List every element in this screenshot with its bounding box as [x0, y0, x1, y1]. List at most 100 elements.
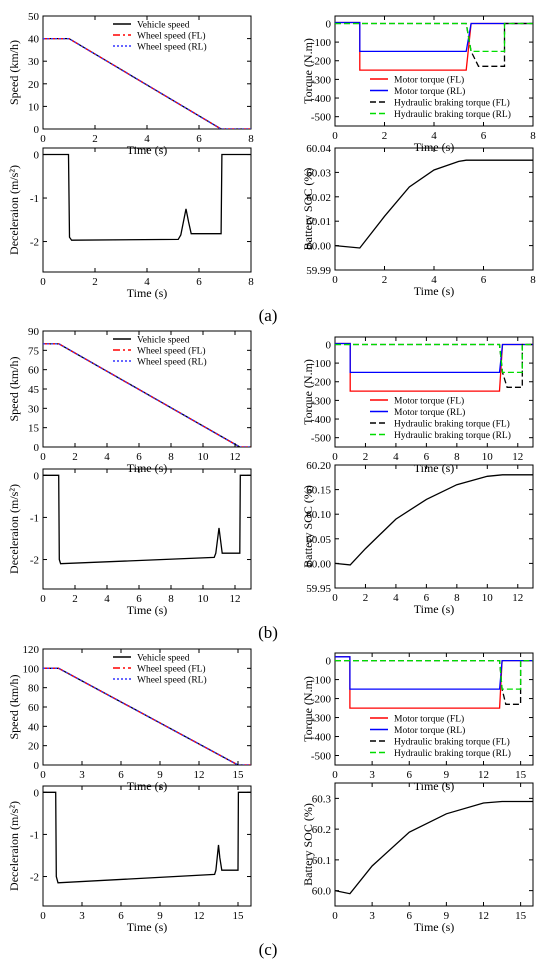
x-tick-label: 9 — [444, 910, 450, 922]
x-tick-label: 8 — [454, 451, 460, 463]
x-tick-label: 2 — [363, 592, 369, 604]
x-tick-label: 6 — [424, 451, 430, 463]
x-tick-label: 15 — [233, 769, 245, 781]
series-group — [335, 21, 533, 71]
y-tick-label: -300 — [311, 395, 332, 407]
y-tick-label: 80 — [28, 683, 40, 695]
y-tick-label: 50 — [28, 11, 40, 23]
y-tick-label: 60.3 — [312, 793, 332, 805]
y-tick-label: -100 — [311, 358, 332, 370]
series-line-hydraulic-braking-torque-fl — [335, 343, 533, 388]
x-tick-label: 0 — [332, 451, 338, 463]
y-tick-label: -500 — [311, 433, 332, 445]
y-axis-label: Battery SOC (%) — [301, 485, 315, 568]
x-tick-label: 12 — [194, 769, 205, 781]
y-tick-label: 0 — [34, 150, 40, 162]
series-group — [335, 159, 533, 249]
chart-b-speed: 0 2 4 6 8 10 12 0 15 30 45 60 75 90 Time (s) Speed (km/… — [7, 326, 252, 475]
y-tick-label: -2 — [30, 872, 39, 884]
x-tick-label: 4 — [393, 451, 399, 463]
panel-label-c: (c) — [259, 940, 278, 959]
y-axis-label: Torque (N.m) — [301, 359, 315, 425]
y-tick-label: 60.03 — [306, 167, 331, 179]
y-tick-label: 60.04 — [306, 143, 331, 155]
x-tick-label: 10 — [482, 592, 494, 604]
x-tick-label: 6 — [407, 910, 413, 922]
plot-frame — [334, 464, 534, 589]
x-tick-label: 8 — [168, 451, 174, 463]
y-tick-label: -300 — [311, 74, 332, 86]
y-tick-label: 75 — [28, 345, 40, 357]
x-tick-label: 15 — [515, 769, 527, 781]
chart-b-soc: 0 2 4 6 8 10 12 59.95 60.00 60.05 60.10 60.15 60.20 T… — [301, 460, 534, 616]
x-tick-label: 4 — [431, 130, 437, 142]
legend-label: Wheel speed (FL) — [137, 664, 206, 675]
y-tick-label: 60.05 — [306, 534, 331, 546]
chart-c-soc: 0 3 6 9 12 15 60.0 60.1 60.2 60.3 Time (s) Battery … — [301, 782, 534, 934]
x-tick-label: 0 — [332, 130, 338, 142]
x-tick-label: 6 — [196, 276, 202, 288]
x-tick-label: 8 — [530, 274, 536, 286]
y-tick-label: 20 — [28, 79, 40, 91]
x-tick-label: 0 — [40, 910, 46, 922]
x-tick-label: 6 — [481, 274, 487, 286]
y-tick-label: 15 — [28, 423, 40, 435]
series-group — [335, 656, 533, 709]
series-line-hydraulic-braking-torque-rl — [335, 343, 533, 374]
x-tick-label: 9 — [444, 769, 450, 781]
y-tick-label: -300 — [311, 713, 332, 725]
x-tick-label: 12 — [230, 593, 241, 605]
y-tick-label: 60.01 — [306, 216, 331, 228]
y-axis-label: Battery SOC (%) — [301, 803, 315, 886]
series-line-motor-torque-rl — [335, 342, 533, 374]
y-tick-label: 90 — [28, 326, 40, 338]
x-tick-label: 4 — [431, 274, 437, 286]
series-line-b-soc — [335, 474, 533, 566]
x-axis-label: Time (s) — [127, 461, 168, 475]
y-tick-label: -2 — [30, 237, 39, 249]
y-axis-label: Torque (N.m) — [301, 676, 315, 742]
legend-label: Wheel speed (RL) — [137, 42, 207, 53]
y-tick-label: 0 — [34, 442, 40, 454]
x-tick-label: 4 — [104, 593, 110, 605]
x-axis-label: Time (s) — [127, 286, 168, 300]
y-axis-label: Battery SOC (%) — [301, 168, 315, 251]
chart-c-decel: 0 3 6 9 12 15 0 -1 -2 Time (s) Deceleraion (m/s²) — [7, 785, 252, 934]
x-tick-label: 10 — [482, 451, 494, 463]
series-group — [43, 37, 251, 129]
plot-frame — [334, 652, 534, 766]
legend: Motor torque (FL)Motor torque (RL)Hydrau… — [370, 714, 511, 759]
y-tick-label: 60.0 — [312, 886, 332, 898]
legend-label: Motor torque (FL) — [394, 714, 464, 725]
legend-label: Motor torque (RL) — [394, 86, 465, 97]
series-line-c-soc — [335, 800, 533, 895]
series-group — [43, 667, 251, 765]
x-tick-label: 0 — [40, 133, 46, 145]
legend-label: Wheel speed (FL) — [137, 31, 206, 42]
legend-label: Hydraulic braking torque (RL) — [394, 109, 511, 120]
y-axis-label: Speed (km/h) — [7, 675, 21, 740]
y-axis-label: Deceleraion (m/s²) — [7, 801, 21, 891]
legend-label: Motor torque (FL) — [394, 396, 464, 407]
chart-a-torque: 0 2 4 6 8 0 -100 -200 -300 -400 -500 Time (s) Torque… — [301, 15, 536, 154]
y-tick-label: -200 — [311, 56, 332, 68]
y-tick-label: -1 — [30, 829, 39, 841]
chart-a-decel: 0 2 4 6 8 0 -1 -2 Time (s) Deceleraion (m/s²) — [7, 147, 254, 300]
y-tick-label: 120 — [23, 644, 40, 656]
x-tick-label: 15 — [515, 910, 527, 922]
y-tick-label: 60.10 — [306, 509, 331, 521]
x-tick-label: 2 — [92, 276, 98, 288]
x-tick-label: 6 — [481, 130, 487, 142]
x-tick-label: 2 — [92, 133, 98, 145]
legend-label: Motor torque (RL) — [394, 407, 465, 418]
chart-a-soc: 0 2 4 6 8 59.99 60.00 60.01 60.02 60.03 60.04 Time … — [301, 143, 536, 298]
y-tick-label: 30 — [28, 56, 40, 68]
y-tick-label: 0 — [34, 470, 40, 482]
x-axis-label: Time (s) — [414, 779, 455, 793]
